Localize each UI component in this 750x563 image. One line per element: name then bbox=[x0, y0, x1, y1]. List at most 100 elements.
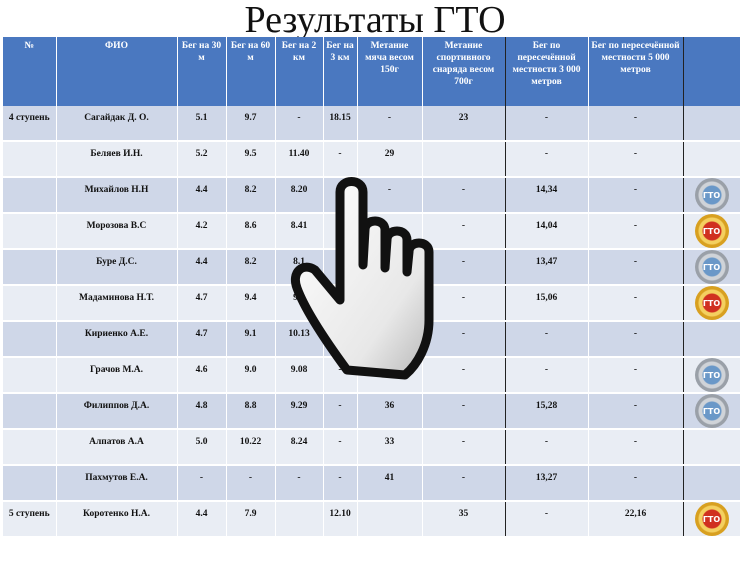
cell-run30: 5.1 bbox=[177, 106, 227, 142]
cell-name: Кириенко А.Е. bbox=[56, 321, 178, 358]
cell-badge: ГТО bbox=[683, 357, 741, 394]
cell-run2k: 9.29 bbox=[275, 393, 324, 430]
cell-cross-3000: 13,47 bbox=[505, 249, 589, 286]
badge-label: ГТО bbox=[702, 407, 721, 416]
badge-label: ГТО bbox=[702, 515, 721, 524]
gto-badge-gold-icon: ГТО bbox=[694, 502, 729, 536]
cell-run2k: 11.40 bbox=[275, 141, 324, 178]
cell-projectile-throw: - bbox=[422, 321, 506, 358]
table-body: 4 ступень Сагайдак Д. О. 5.1 9.7-18.15-23- -… bbox=[3, 106, 741, 538]
cell-projectile-throw: - bbox=[422, 393, 506, 430]
gto-badge-silver-icon: ГТО bbox=[694, 178, 729, 212]
cell-run60: 9.7 bbox=[226, 106, 276, 142]
cell-ball-throw bbox=[357, 501, 423, 538]
cell-run30: - bbox=[177, 465, 227, 502]
col-header-projectile-throw: Метание спортивного снаряда весом 700г bbox=[422, 37, 506, 106]
cell-num bbox=[3, 465, 57, 502]
cell-num bbox=[3, 213, 57, 250]
col-header-run2k: Бег на 2 км bbox=[275, 37, 324, 106]
gto-badge-silver-icon: ГТО bbox=[694, 250, 729, 284]
cell-projectile-throw: - bbox=[422, 213, 506, 250]
hand-pointer-icon bbox=[291, 177, 434, 380]
cell-cross-3000: - bbox=[505, 501, 589, 538]
cell-ball-throw: 41 bbox=[357, 465, 423, 502]
cell-cross-3000: - bbox=[505, 141, 589, 178]
table-row: Алпатов А.А 5.0 10.22 8.24-33- - - bbox=[3, 429, 741, 466]
cell-run30: 4.4 bbox=[177, 249, 227, 286]
cell-run60: 9.0 bbox=[226, 357, 276, 394]
cell-cross-3000: 14,04 bbox=[505, 213, 589, 250]
cell-projectile-throw: - bbox=[422, 357, 506, 394]
gto-badge-silver-icon: ГТО bbox=[694, 394, 729, 428]
cell-num: 4 ступень bbox=[3, 106, 57, 142]
col-header-run30: Бег на 30 м bbox=[177, 37, 227, 106]
cell-run30: 5.0 bbox=[177, 429, 227, 466]
cell-badge bbox=[683, 141, 741, 178]
cell-cross-5000: - bbox=[588, 213, 684, 250]
cell-run60: 9.1 bbox=[226, 321, 276, 358]
cell-num bbox=[3, 141, 57, 178]
gto-badge-silver-icon: ГТО bbox=[694, 358, 729, 392]
badge-label: ГТО bbox=[702, 191, 721, 200]
cell-cross-3000: 13,27 bbox=[505, 465, 589, 502]
col-header-cross-5000: Бег по пересечённой местности 5 000 метр… bbox=[588, 37, 684, 106]
cell-cross-5000: - bbox=[588, 357, 684, 394]
col-header-badge bbox=[683, 37, 741, 106]
cell-badge: ГТО bbox=[683, 393, 741, 430]
cell-num bbox=[3, 177, 57, 214]
cell-run2k: - bbox=[275, 106, 324, 142]
cell-name: Беляев И.Н. bbox=[56, 141, 178, 178]
cell-run30: 4.4 bbox=[177, 177, 227, 214]
table-header-row: № ФИО Бег на 30 м Бег на 60 м Бег на 2 к… bbox=[3, 37, 741, 106]
cell-projectile-throw: - bbox=[422, 429, 506, 466]
cell-num bbox=[3, 429, 57, 466]
cell-run30: 4.8 bbox=[177, 393, 227, 430]
table-row: 5 ступень Коротенко Н.А. 4.4 7.9 12.10 35-22,… bbox=[3, 501, 741, 538]
cell-name: Пахмутов Е.А. bbox=[56, 465, 178, 502]
cell-num bbox=[3, 249, 57, 286]
cell-run30: 4.6 bbox=[177, 357, 227, 394]
cell-cross-5000: 22,16 bbox=[588, 501, 684, 538]
cell-num bbox=[3, 285, 57, 322]
cell-run2k: 8.24 bbox=[275, 429, 324, 466]
cell-num bbox=[3, 393, 57, 430]
cell-cross-5000: - bbox=[588, 177, 684, 214]
col-header-cross-3000: Бег по пересечённой местности 3 000 метр… bbox=[505, 37, 589, 106]
cell-run3k: 12.10 bbox=[323, 501, 358, 538]
cell-projectile-throw: - bbox=[422, 177, 506, 214]
cell-run60: 9.5 bbox=[226, 141, 276, 178]
cell-projectile-throw: - bbox=[422, 285, 506, 322]
cell-badge: ГТО bbox=[683, 501, 741, 538]
page-title: Результаты ГТО bbox=[244, 0, 506, 41]
cell-badge: ГТО bbox=[683, 249, 741, 286]
cell-cross-3000: - bbox=[505, 429, 589, 466]
cell-badge bbox=[683, 321, 741, 358]
cell-cross-3000: 14,34 bbox=[505, 177, 589, 214]
cell-run2k: 8.20 bbox=[275, 177, 324, 214]
cell-run2k: 8.41 bbox=[275, 213, 324, 250]
col-header-run60: Бег на 60 м bbox=[226, 37, 276, 106]
cell-run2k: 10.13 bbox=[275, 321, 324, 358]
cell-run30: 4.7 bbox=[177, 285, 227, 322]
cell-cross-5000: - bbox=[588, 285, 684, 322]
cell-run3k: 18.15 bbox=[323, 106, 358, 142]
cell-run2k: 9.08 bbox=[275, 357, 324, 394]
gto-badge-gold-icon: ГТО bbox=[694, 214, 729, 248]
results-table: № ФИО Бег на 30 м Бег на 60 м Бег на 2 к… bbox=[3, 37, 741, 538]
cell-badge: ГТО bbox=[683, 213, 741, 250]
cell-ball-throw: 29 bbox=[357, 141, 423, 178]
cell-ball-throw: 36 bbox=[357, 393, 423, 430]
cell-cross-5000: - bbox=[588, 465, 684, 502]
table-row: Пахмутов Е.А. - - - -41-13,27- bbox=[3, 465, 741, 502]
cell-projectile-throw: - bbox=[422, 465, 506, 502]
cell-projectile-throw bbox=[422, 141, 506, 178]
table-row: 4 ступень Сагайдак Д. О. 5.1 9.7-18.15-23- - bbox=[3, 106, 741, 142]
cell-num bbox=[3, 321, 57, 358]
cell-name: Алпатов А.А bbox=[56, 429, 178, 466]
cell-run2k: - bbox=[275, 465, 324, 502]
cell-cross-3000: - bbox=[505, 106, 589, 142]
cell-run2k bbox=[275, 501, 324, 538]
col-header-run3k: Бег на 3 км bbox=[323, 37, 358, 106]
cell-cross-5000: - bbox=[588, 106, 684, 142]
cell-run30: 4.7 bbox=[177, 321, 227, 358]
